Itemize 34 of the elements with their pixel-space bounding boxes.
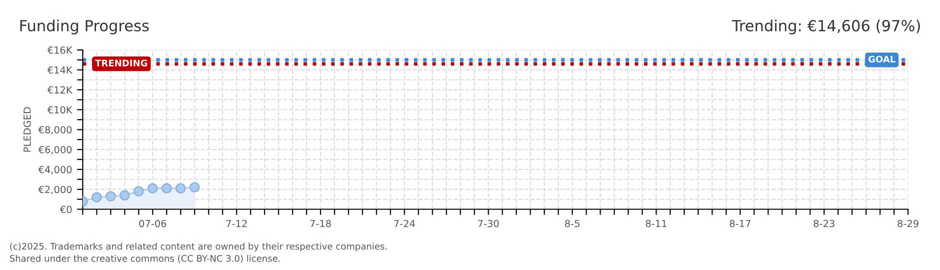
point (92, 192, 102, 203)
ref-line-label: GOAL (868, 56, 896, 63)
x-tick-label: 7-18 (310, 220, 331, 228)
point (119, 190, 130, 201)
point (133, 186, 144, 197)
point (189, 182, 200, 193)
x-tick-label: 8-17 (730, 220, 750, 228)
y-tick-label: €2,000 (38, 186, 72, 194)
x-tick-label: 8-11 (646, 220, 666, 228)
y-tick-label: €12K (47, 86, 73, 94)
x-tick-label: 7-24 (394, 220, 415, 228)
y-axis-title: PLEDGED (23, 107, 31, 152)
x-tick-label: 07-06 (139, 220, 166, 228)
point (161, 183, 172, 194)
y-tick-label: €14K (47, 66, 73, 74)
y-tick-label: €0 (60, 206, 72, 214)
x-tick-label: 8-29 (898, 220, 918, 228)
x-tick-label: 7-12 (226, 220, 247, 228)
chart-title: Funding Progress (20, 20, 149, 34)
x-tick-label: 8-23 (814, 220, 834, 228)
point (105, 191, 116, 202)
y-tick-label: €6,000 (38, 146, 72, 154)
text: (c)2025. Trademarks and related content are owned by their respective companies. (10, 242, 387, 252)
point (175, 183, 186, 194)
x-tick-label: 8-5 (565, 220, 580, 228)
y-tick-label: €4,000 (38, 166, 72, 174)
y-tick-label: €10K (47, 106, 73, 114)
y-tick-label: €16K (47, 46, 73, 54)
text: Shared under the creative commons (CC BY-NC 3.0) license. (10, 254, 280, 263)
y-tick-label: €8,000 (38, 126, 72, 134)
point (147, 183, 158, 194)
x-tick-label: 7-30 (478, 220, 499, 228)
ref-line-label: TRENDING (95, 60, 148, 66)
chart-subtitle: Trending: €14,606 (97%) (732, 20, 920, 34)
